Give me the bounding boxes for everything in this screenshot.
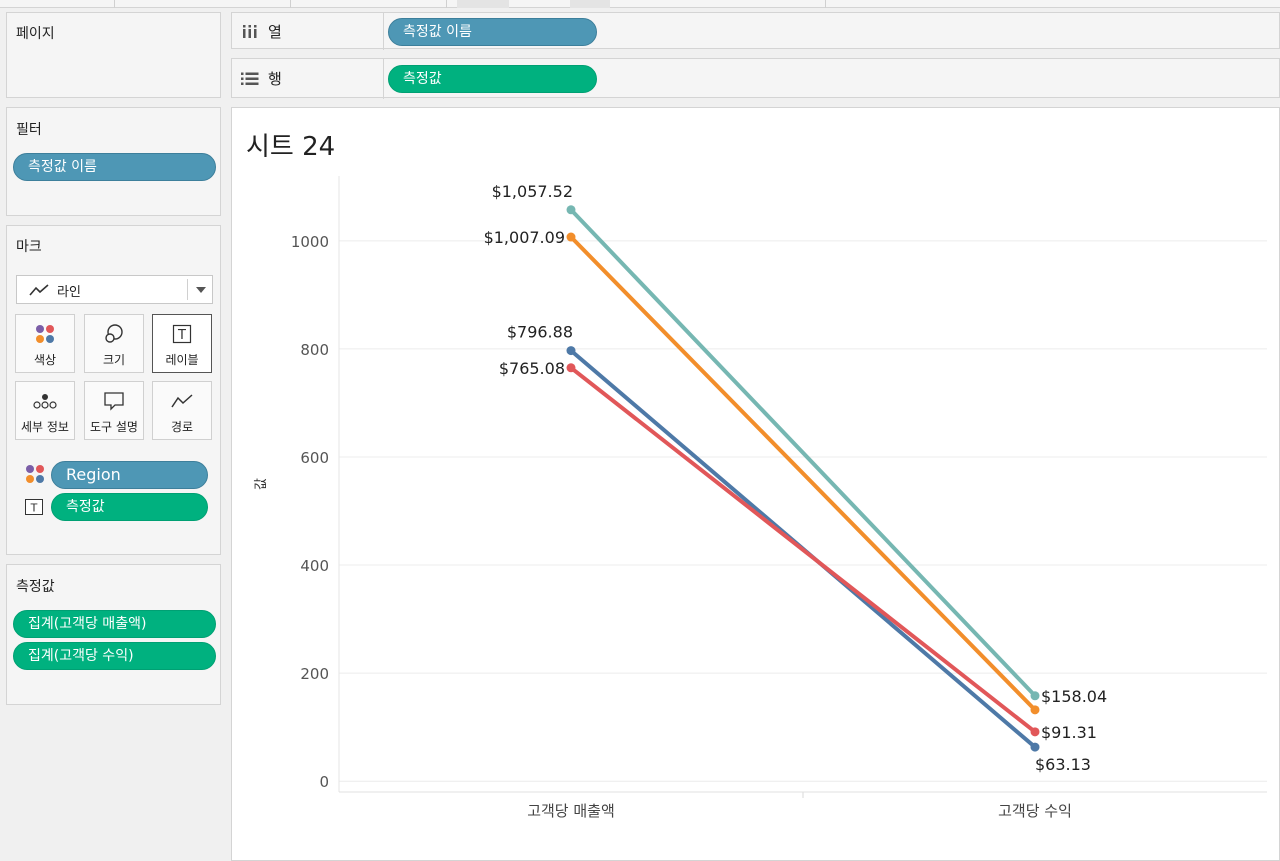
rows-icon [241,71,259,90]
rows-pill-measure-values[interactable]: 측정값 [388,65,597,93]
filter-pill-measure-names[interactable]: 측정값 이름 [13,153,216,181]
label-t-icon: T [153,323,211,345]
y-tick-label: 200 [300,665,329,683]
size-button-label: 크기 [102,353,126,367]
series-line [569,365,1037,734]
series-line [569,207,1037,698]
region-color-pill[interactable]: Region [51,461,208,489]
x-category-label: 고객당 수익 [998,802,1072,820]
color-button-label: 색상 [33,353,57,367]
mark-type-label: 라인 [57,285,81,300]
mark-type-dropdown[interactable]: 라인 [16,275,213,304]
columns-label: 열 [268,23,282,41]
measure-values-title: 측정값 [16,579,55,595]
detail-button-label: 세부 정보 [21,420,69,434]
pages-card: 페이지 [6,12,221,98]
top-toolbar-strip [0,0,1280,8]
data-label: $1,057.52 [492,182,573,201]
y-tick-label: 0 [319,773,329,791]
pages-title: 페이지 [16,26,55,42]
data-point [1030,727,1040,737]
data-label: $765.08 [499,359,565,378]
data-label: $1,007.09 [484,228,565,247]
data-label: $91.31 [1041,723,1097,742]
path-button-label: 경로 [170,420,194,434]
measure-pill-profit-per-customer[interactable]: 집계(고객당 수익) [13,642,216,670]
size-icon [85,323,143,345]
svg-text:T: T [30,502,38,515]
line-mark-icon [29,282,49,301]
path-icon [153,390,211,412]
data-point [566,346,576,356]
chevron-down-icon [196,287,206,293]
filters-card: 필터 측정값 이름 [6,107,221,216]
measure-pill-sales-per-customer[interactable]: 집계(고객당 매출액) [13,610,216,638]
size-button[interactable]: 크기 [84,314,144,373]
y-tick-label: 600 [300,449,329,467]
filters-title: 필터 [16,122,42,138]
data-point [1030,691,1040,701]
color-dots-icon [25,464,45,488]
x-category-label: 고객당 매출액 [527,802,615,820]
color-button[interactable]: 색상 [15,314,75,373]
svg-text:T: T [177,328,186,343]
data-point [566,205,576,215]
data-point [566,232,576,242]
marks-card: 마크 라인 색상 크기 T [6,225,221,555]
tooltip-button[interactable]: 도구 설명 [84,381,144,440]
measure-values-label-pill[interactable]: 측정값 [51,493,208,521]
columns-icon [242,23,258,43]
y-tick-label: 800 [300,341,329,359]
rows-label: 행 [268,70,282,88]
data-label: $796.88 [507,323,573,342]
y-tick-label: 1000 [291,233,329,251]
label-button-label: 레이블 [165,353,199,367]
data-point [1030,705,1040,715]
data-label: $158.04 [1041,687,1107,706]
data-point [566,363,576,373]
path-button[interactable]: 경로 [152,381,212,440]
tooltip-button-label: 도구 설명 [90,420,138,434]
color-dots-icon [16,323,74,345]
sheet-title: 시트 24 [246,132,336,162]
marks-title: 마크 [16,239,42,255]
data-point [1030,742,1040,752]
label-button[interactable]: T 레이블 [152,314,212,373]
columns-pill-measure-names[interactable]: 측정값 이름 [388,18,597,46]
y-axis-title: 값 [254,478,269,490]
measure-values-card: 측정값 집계(고객당 매출액) 집계(고객당 수익) [6,564,221,705]
series-line [569,235,1037,712]
columns-shelf: 열 측정값 이름 [231,12,1280,50]
tooltip-icon [85,390,143,412]
y-tick-label: 400 [300,557,329,575]
data-label: $63.13 [1035,755,1091,774]
detail-button[interactable]: 세부 정보 [15,381,75,440]
detail-dots-icon [16,390,74,412]
rows-shelf: 행 측정값 [231,58,1280,99]
label-t-icon: T [25,499,43,519]
